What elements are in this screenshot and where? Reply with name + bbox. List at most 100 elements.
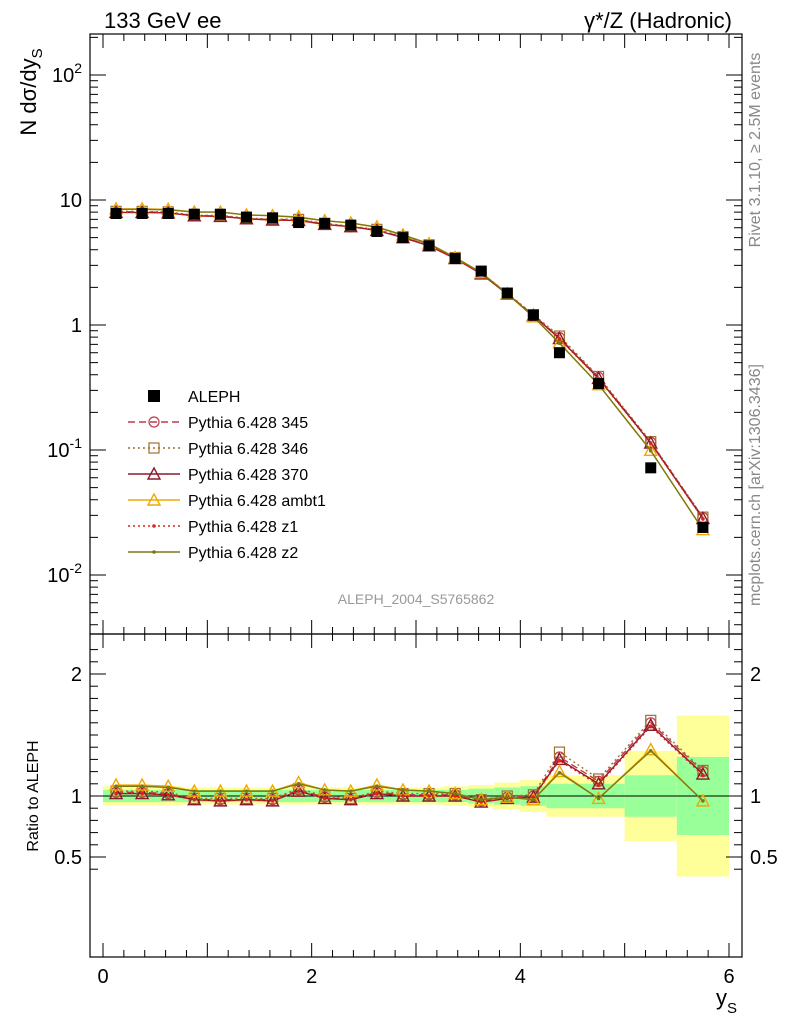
marker-dot [218,799,223,803]
marker-square [553,746,566,758]
data-point [267,212,279,224]
data-point [371,225,383,237]
marker-triangle [291,783,306,797]
marker-dot [531,797,536,802]
marker-triangle [695,766,711,780]
marker-dot [648,441,653,446]
marker-dot [244,789,249,793]
y-tick-label-bottom: 2 [71,664,82,686]
marker-triangle [317,790,332,805]
marker-dot [296,782,301,786]
marker-dot [557,758,562,763]
marker-dot [375,784,379,789]
mcplots-label: mcplots.cern.ch [arXiv:1306.3436] [747,364,764,606]
marker-dot [427,789,431,793]
y-axis-label-bottom: Ratio to ALEPH [25,740,42,851]
marker-triangle [591,790,606,805]
analysis-watermark: ALEPH_2004_S5765862 [338,591,495,607]
marker-triangle [552,764,567,778]
y-tick-label-top: 10 [60,190,82,212]
marker-triangle [291,775,306,789]
legend-label: Pythia 6.428 z1 [188,519,298,536]
data-point [697,521,709,533]
x-tick-label: 0 [97,966,108,988]
marker-dot [648,448,653,453]
y-tick-label-bottom: 0.5 [54,847,82,869]
marker-dot [218,789,223,793]
legend-label: Pythia 6.428 345 [188,415,308,432]
ratio-panel-series [108,714,711,808]
data-point [423,240,435,252]
marker-dot [596,783,601,787]
marker-dot [140,791,144,796]
aleph-data-points [110,207,709,533]
marker-dot [701,773,705,778]
marker-dot [322,788,327,792]
data-point [475,265,487,277]
marker-dot [479,797,484,802]
legend-label: Pythia 6.428 ambt1 [188,493,326,510]
marker-dot [701,517,705,521]
marker-dot [192,797,197,802]
data-point [162,207,174,219]
marker-dot [152,524,156,528]
marker-triangle [643,742,658,756]
marker-dot [270,789,275,793]
rivet-label: Rivet 3.1.10, ≥ 2.5M events [747,53,764,248]
top-panel-border [89,33,743,635]
marker-triangle [643,435,658,449]
legend-label: ALEPH [188,389,240,406]
marker-dot [557,337,562,341]
marker-triangle [146,466,162,480]
y-tick-label-bottom-right: 0.5 [750,847,778,869]
marker-dot [166,785,171,790]
marker-triangle [369,786,385,800]
marker-dot [296,789,301,793]
x-tick-label: 4 [515,966,526,988]
data-point [527,309,539,321]
marker-dot [114,791,118,796]
y-tick-label-top: 102 [52,60,82,87]
marker-dot [322,796,327,801]
marker-triangle [134,777,150,791]
y-axis-label-top: N dσ/dyS [16,48,46,135]
marker-dot [401,788,405,792]
data-point [449,253,461,265]
x-axis-label: yS [716,985,737,1017]
legend-label: Pythia 6.428 346 [188,441,308,458]
marker-triangle [239,792,254,806]
marker-dot [375,791,379,796]
header-left: 133 GeV ee [104,8,221,33]
marker-dot [140,784,144,789]
marker-dot [114,784,118,789]
marker-triangle [161,778,176,792]
axis-ticks: 0 2 4 6 10-2 10-1 1 10 102 0.5 0.5 1 1 2 2 [47,34,778,988]
marker-dot [166,792,171,797]
data-point [240,211,252,223]
marker-dot [192,789,197,793]
marker-dot [244,797,249,802]
marker-dot [648,749,653,753]
marker-circle [148,416,160,428]
marker-triangle [146,492,162,506]
x-tick-label: 2 [306,966,317,988]
marker-triangle [161,787,176,801]
marker-triangle [500,789,515,803]
marker-triangle [108,786,124,800]
top-panel-series [108,201,711,536]
legend-marker [148,390,160,402]
data-point [319,217,331,229]
marker-dot [152,550,156,554]
marker-square [148,442,160,454]
data-point [645,462,657,474]
marker-dot [453,791,457,796]
marker-dot [348,797,353,802]
data-point [110,207,122,219]
data-point [214,208,226,220]
data-point [593,378,605,390]
x-tick-label: 6 [723,966,734,988]
marker-triangle [695,793,711,807]
marker-dot [557,771,562,775]
marker-triangle [643,717,658,731]
